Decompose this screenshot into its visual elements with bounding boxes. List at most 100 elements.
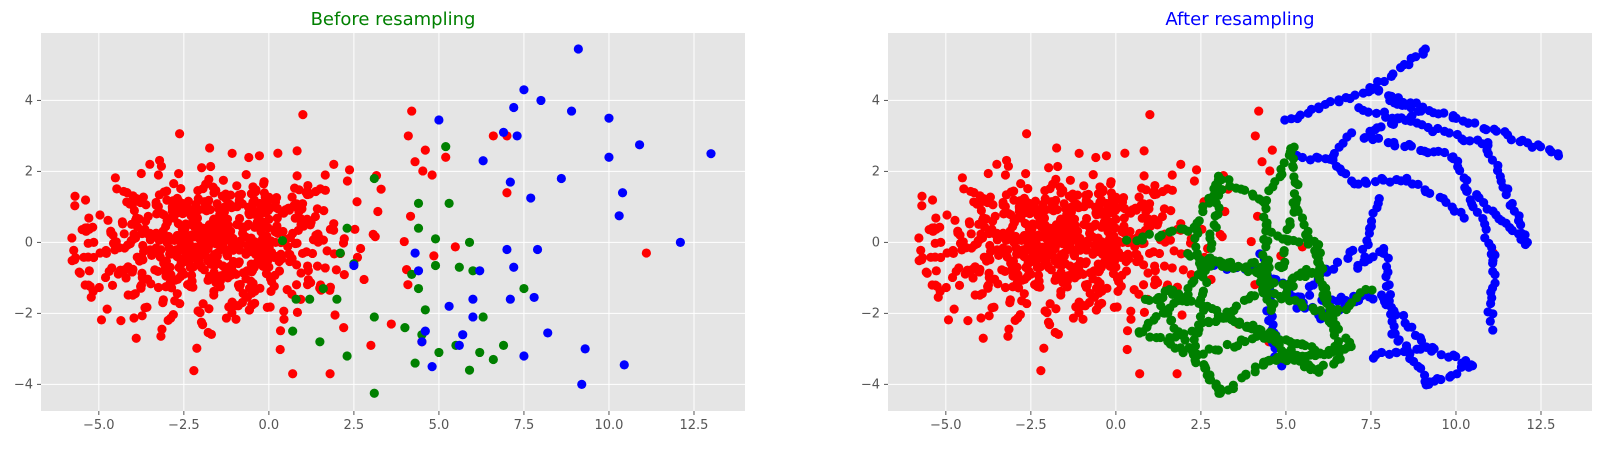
scatter-point	[1122, 344, 1132, 355]
scatter-point	[249, 207, 259, 217]
scatter-point	[1278, 279, 1288, 289]
scatter-point	[1368, 208, 1378, 218]
scatter-point	[1054, 238, 1064, 248]
scatter-point	[232, 181, 242, 191]
scatter-point	[917, 201, 927, 211]
scatter-point	[305, 294, 315, 304]
scatter-point	[458, 330, 468, 340]
scatter-point	[1154, 248, 1165, 259]
scatter-point	[95, 248, 105, 258]
scatter-point	[1008, 221, 1018, 232]
scatter-point	[454, 262, 464, 272]
scatter-point	[942, 248, 952, 258]
scatter-point	[121, 273, 131, 283]
scatter-point	[1324, 310, 1334, 320]
scatter-point	[1348, 245, 1358, 255]
scatter-point	[262, 254, 272, 265]
scatter-point	[1022, 129, 1032, 139]
scatter-point	[156, 161, 167, 171]
scatter-point	[1332, 257, 1343, 268]
scatter-point	[1416, 363, 1426, 373]
scatter-point	[1040, 194, 1050, 204]
scatter-point	[1005, 295, 1015, 305]
scatter-point	[927, 280, 937, 290]
scatter-point	[519, 351, 529, 361]
scatter-point	[1098, 187, 1108, 197]
scatter-point	[161, 282, 171, 292]
scatter-point	[1363, 107, 1373, 117]
scatter-point	[968, 273, 978, 283]
scatter-point	[1134, 192, 1144, 202]
scatter-point	[1191, 165, 1202, 175]
scatter-point	[350, 224, 360, 234]
scatter-point	[1368, 252, 1378, 262]
scatter-point	[1325, 303, 1335, 313]
scatter-point	[265, 302, 275, 312]
scatter-point	[1491, 126, 1501, 136]
scatter-point	[1353, 263, 1363, 273]
scatter-point	[1120, 148, 1130, 158]
scatter-point	[997, 265, 1007, 275]
scatter-point	[955, 238, 966, 248]
scatter-point	[556, 173, 566, 184]
scatter-point	[1282, 355, 1292, 366]
scatter-point	[1088, 169, 1098, 180]
scatter-point	[89, 237, 99, 247]
scatter-point	[1003, 331, 1013, 341]
scatter-point	[141, 200, 151, 210]
scatter-point	[1365, 126, 1375, 137]
scatter-point	[1424, 379, 1434, 389]
scatter-point	[1334, 97, 1344, 107]
scatter-point	[959, 184, 969, 194]
scatter-point	[475, 347, 485, 358]
scatter-point	[454, 340, 464, 350]
scatter-point	[478, 156, 488, 166]
scatter-point	[95, 210, 105, 220]
scatter-point	[123, 240, 133, 250]
scatter-point	[161, 221, 171, 232]
scatter-point	[1250, 131, 1260, 141]
scatter-point	[169, 179, 179, 189]
scatter-point	[1231, 301, 1241, 311]
scatter-point	[1279, 245, 1289, 256]
scatter-point	[330, 310, 340, 320]
scatter-point	[150, 265, 160, 275]
scatter-point	[1294, 237, 1304, 247]
scatter-point	[502, 188, 512, 198]
scatter-point	[329, 219, 339, 229]
scatter-point	[936, 237, 946, 247]
xtick-label: −5.0	[83, 418, 115, 433]
scatter-point	[266, 276, 277, 287]
scatter-point	[1553, 149, 1563, 159]
scatter-point	[407, 269, 417, 279]
scatter-point	[943, 315, 954, 325]
scatter-point	[413, 283, 424, 294]
scatter-point	[1411, 52, 1421, 62]
scatter-point	[84, 213, 94, 223]
ytick-label: −4	[14, 377, 33, 392]
scatter-point	[577, 379, 587, 389]
scatter-point	[270, 224, 280, 234]
scatter-point	[285, 256, 295, 267]
scatter-point	[1334, 142, 1344, 152]
scatter-point	[1488, 325, 1498, 335]
scatter-point	[297, 204, 307, 214]
scatter-point	[950, 215, 960, 225]
scatter-point	[1288, 349, 1299, 360]
scatter-point	[1007, 257, 1017, 267]
scatter-point	[1379, 76, 1389, 87]
scatter-point	[335, 248, 345, 258]
scatter-point	[1104, 208, 1114, 218]
scatter-point	[145, 159, 155, 169]
scatter-point	[291, 280, 302, 290]
xtick-label: 5.0	[429, 418, 450, 433]
scatter-point	[1202, 277, 1212, 288]
scatter-point	[290, 183, 300, 193]
scatter-point	[318, 283, 328, 294]
scatter-point	[226, 235, 236, 246]
scatter-point	[914, 233, 924, 243]
scatter-point	[1085, 288, 1095, 299]
scatter-point	[1535, 142, 1546, 152]
scatter-point	[980, 222, 990, 232]
scatter-point	[1455, 165, 1465, 176]
